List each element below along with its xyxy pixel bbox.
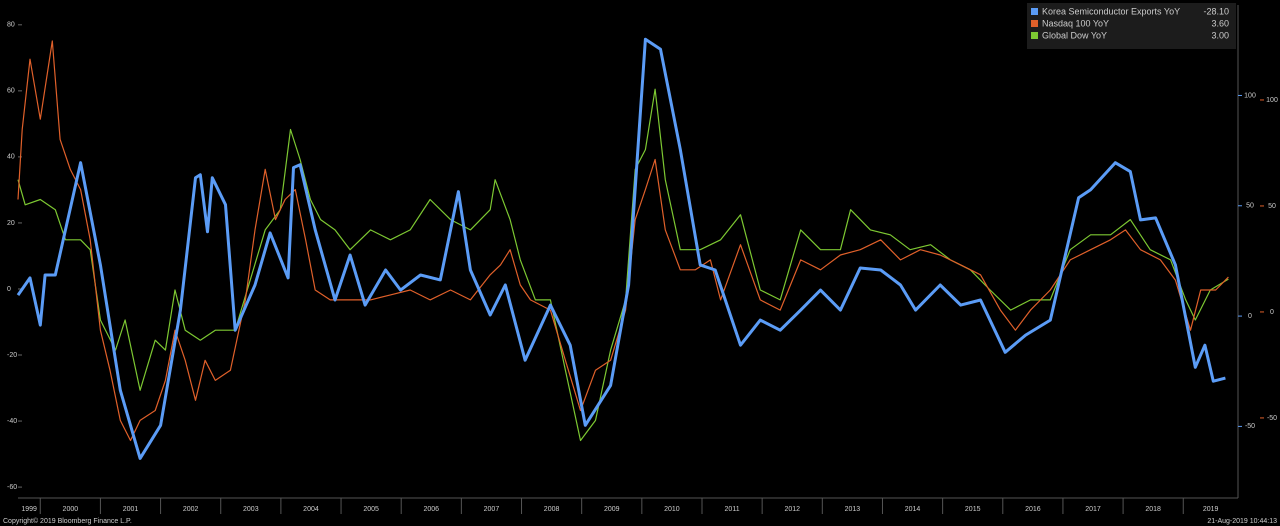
y3-tick-label: -50 — [1267, 415, 1277, 422]
legend-box — [1027, 3, 1236, 49]
x-tick-label: 2010 — [664, 506, 680, 513]
x-tick-label: 2009 — [604, 506, 620, 513]
x-tick-label: 2005 — [363, 506, 379, 513]
series-line — [16, 37, 1226, 460]
series-line — [17, 40, 1229, 442]
y-tick-label: 80 — [7, 22, 15, 29]
legend-value: -28.10 — [1203, 6, 1229, 16]
y3-tick-label: 100 — [1266, 97, 1278, 104]
x-tick-label: 2019 — [1203, 506, 1219, 513]
y2-tick-label: 100 — [1244, 92, 1256, 99]
legend-value: 3.00 — [1211, 30, 1229, 40]
y2-tick-label: 50 — [1246, 203, 1254, 210]
y-tick-label: 0 — [7, 286, 11, 293]
legend-swatch — [1031, 32, 1038, 39]
x-tick-label: 1999 — [21, 506, 37, 513]
legend-label: Nasdaq 100 YoY — [1042, 18, 1109, 28]
x-tick-label: 2013 — [845, 506, 861, 513]
y2-tick-label: 0 — [1248, 313, 1252, 320]
x-tick-label: 2018 — [1145, 506, 1161, 513]
x-tick-label: 2011 — [725, 506, 740, 513]
x-tick-label: 2014 — [905, 506, 921, 513]
x-tick-label: 2006 — [423, 506, 439, 513]
x-tick-label: 2003 — [243, 506, 259, 513]
timestamp: 21-Aug-2019 10:44:13 — [1207, 518, 1277, 525]
x-tick-label: 2008 — [544, 506, 560, 513]
x-tick-label: 2016 — [1025, 506, 1041, 513]
x-tick-label: 2000 — [63, 506, 79, 513]
x-tick-label: 2004 — [303, 506, 319, 513]
y-tick-label: -20 — [7, 352, 17, 359]
y2-tick-label: -50 — [1245, 423, 1255, 430]
x-tick-label: 2002 — [183, 506, 199, 513]
x-tick-label: 2001 — [123, 506, 139, 513]
x-tick-label: 2015 — [965, 506, 981, 513]
y-tick-label: 20 — [7, 220, 15, 227]
y-tick-label: -60 — [7, 484, 17, 491]
x-tick-label: 2012 — [784, 506, 800, 513]
legend-label: Global Dow YoY — [1042, 30, 1107, 40]
y-tick-label: 60 — [7, 88, 15, 95]
legend-swatch — [1031, 20, 1038, 27]
x-tick-label: 2007 — [484, 506, 500, 513]
y-tick-label: -40 — [7, 418, 17, 425]
copyright: Copyright© 2019 Bloomberg Finance L.P. — [3, 517, 132, 525]
legend-label: Korea Semiconductor Exports YoY — [1042, 6, 1180, 16]
legend-value: 3.60 — [1211, 18, 1229, 28]
x-tick-label: 2017 — [1085, 506, 1101, 513]
legend-swatch — [1031, 8, 1038, 15]
y-tick-label: 40 — [7, 154, 15, 161]
y3-tick-label: 0 — [1270, 309, 1274, 316]
y3-tick-label: 50 — [1268, 203, 1276, 210]
